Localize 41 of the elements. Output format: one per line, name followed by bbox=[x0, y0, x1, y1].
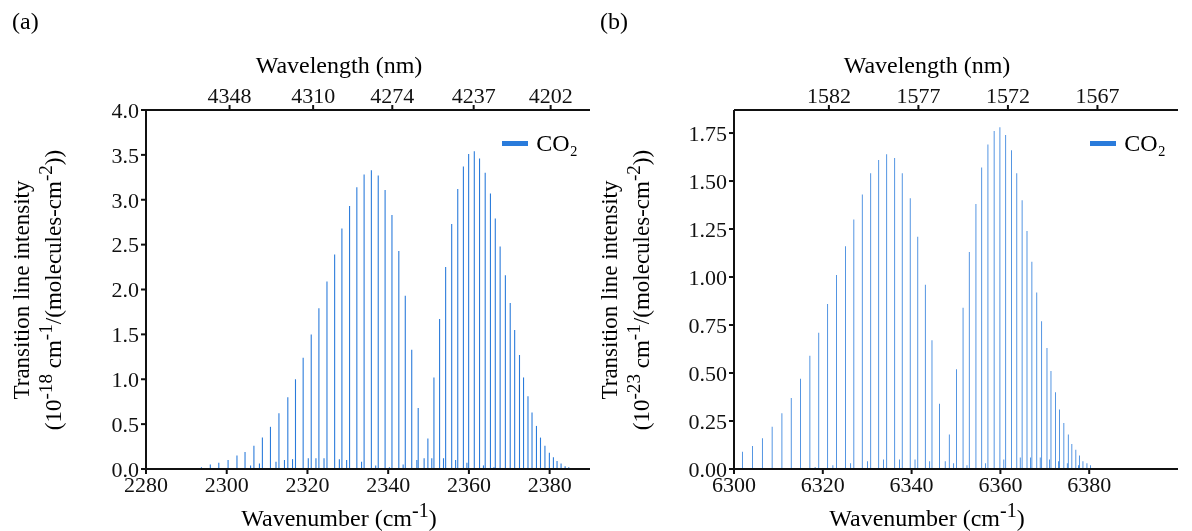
x-tick-label: 2380 bbox=[527, 471, 572, 497]
y-tick-label: 1.75 bbox=[688, 120, 727, 146]
legend-label: CO₂ bbox=[1124, 130, 1166, 157]
y-tick-label: 3.0 bbox=[111, 187, 139, 213]
y-tick-label: 2.5 bbox=[111, 232, 139, 258]
x-tick-label: 2360 bbox=[446, 471, 491, 497]
y-tick-label: 2.0 bbox=[111, 277, 139, 303]
x2-tick-label: 4310 bbox=[291, 83, 336, 108]
x2-tick-label: 1567 bbox=[1075, 83, 1120, 108]
x-tick-label: 6340 bbox=[889, 471, 934, 497]
x-tick-label: 6380 bbox=[1067, 471, 1112, 497]
x-axis-title: Wavenumber (cm$^{-1}$) bbox=[828, 498, 1026, 531]
x-tick-label: 6360 bbox=[978, 471, 1023, 497]
y-tick-label: 3.5 bbox=[111, 142, 139, 168]
x2-axis-title: Wavelength (nm) bbox=[254, 52, 424, 79]
y-tick-label: 0.25 bbox=[688, 408, 727, 434]
chart-title: (a) bbox=[12, 8, 39, 35]
x2-tick-label: 1572 bbox=[985, 83, 1030, 108]
y-tick-label: 4.0 bbox=[111, 97, 139, 123]
x2-axis-title: Wavelength (nm) bbox=[842, 52, 1012, 79]
x-tick-label: 6320 bbox=[800, 471, 845, 497]
x2-tick-label: 4237 bbox=[451, 83, 496, 108]
y-tick-label: 0.5 bbox=[111, 411, 139, 437]
chart-title: (b) bbox=[600, 8, 628, 35]
y-tick-label: 1.5 bbox=[111, 322, 139, 348]
y-tick-label: 1.25 bbox=[688, 216, 727, 242]
x2-tick-label: 1582 bbox=[806, 83, 851, 108]
y-tick-label: 1.50 bbox=[688, 168, 727, 194]
y-tick-label: 1.0 bbox=[111, 367, 139, 393]
x2-tick-label: 4348 bbox=[207, 83, 252, 108]
x-tick-label: 2300 bbox=[204, 471, 249, 497]
y-tick-label: 0.50 bbox=[688, 360, 727, 386]
x2-tick-label: 4274 bbox=[370, 83, 415, 108]
x-tick-label: 2320 bbox=[285, 471, 330, 497]
x-axis-title: Wavenumber (cm$^{-1}$) bbox=[240, 498, 438, 531]
x-tick-label: 2340 bbox=[366, 471, 411, 497]
x2-tick-label: 4202 bbox=[528, 83, 573, 108]
x2-tick-label: 1577 bbox=[896, 83, 941, 108]
y-tick-label: 0.75 bbox=[688, 312, 727, 338]
y-tick-label: 1.00 bbox=[688, 264, 727, 290]
legend-label: CO₂ bbox=[536, 130, 578, 157]
